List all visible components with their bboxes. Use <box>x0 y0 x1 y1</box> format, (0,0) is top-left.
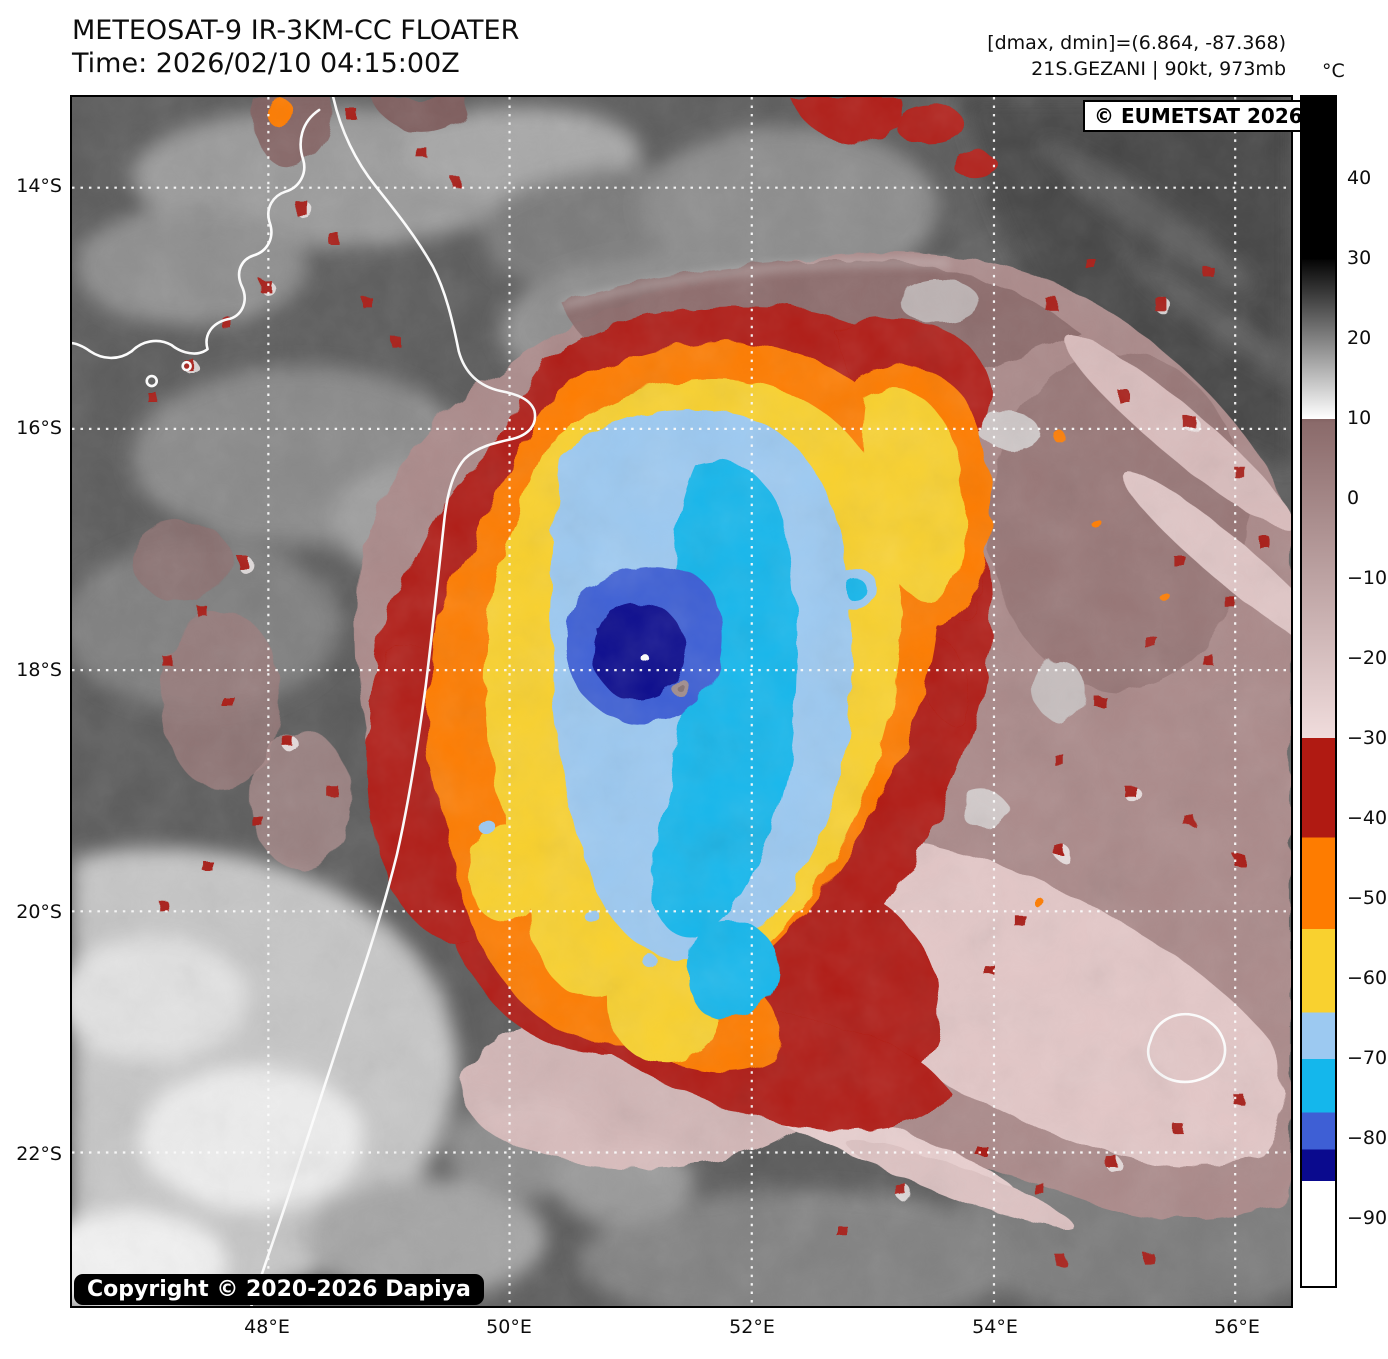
temperature-colorbar <box>1300 95 1337 1288</box>
lon-label-50E: 50°E <box>486 1316 532 1338</box>
lat-label-16S: 16°S <box>16 417 62 439</box>
cbar-tick-40: 40 <box>1347 167 1372 190</box>
lat-label-22S: 22°S <box>16 1143 62 1165</box>
title-block: METEOSAT-9 IR-3KM-CC FLOATER Time: 2026/… <box>72 14 519 80</box>
cbar-tick-20: 20 <box>1347 327 1372 350</box>
cbar-tick-30: 30 <box>1347 247 1372 270</box>
cbar-tick--10: −10 <box>1347 566 1388 589</box>
dmax-dmin-readout: [dmax, dmin]=(6.864, -87.368) <box>987 32 1286 54</box>
cbar-tick--20: −20 <box>1347 646 1388 669</box>
storm-intensity-readout: 21S.GEZANI | 90kt, 973mb <box>1031 58 1286 80</box>
lon-label-52E: 52°E <box>729 1316 775 1338</box>
satellite-image <box>72 97 1291 1306</box>
lon-label-56E: 56°E <box>1214 1316 1260 1338</box>
colorbar-unit-label: °C <box>1322 60 1345 82</box>
eumetsat-attribution-badge: © EUMETSAT 2026 <box>1083 100 1314 132</box>
lat-label-14S: 14°S <box>16 175 62 197</box>
cbar-tick--40: −40 <box>1347 806 1388 829</box>
cbar-tick-0: 0 <box>1347 486 1360 509</box>
product-title: METEOSAT-9 IR-3KM-CC FLOATER <box>72 15 520 46</box>
map-frame <box>70 95 1293 1308</box>
header-right-block: [dmax, dmin]=(6.864, -87.368) 21S.GEZANI… <box>987 30 1286 82</box>
ir-noise-texture <box>72 97 1291 1306</box>
cbar-tick-10: 10 <box>1347 407 1372 430</box>
cbar-tick--30: −30 <box>1347 726 1388 749</box>
lon-label-48E: 48°E <box>244 1316 290 1338</box>
copyright-badge: Copyright © 2020-2026 Dapiya <box>74 1274 484 1305</box>
cbar-tick--50: −50 <box>1347 886 1388 909</box>
cbar-tick--80: −80 <box>1347 1126 1388 1149</box>
lon-label-54E: 54°E <box>972 1316 1018 1338</box>
product-time: Time: 2026/02/10 04:15:00Z <box>72 48 460 79</box>
lat-label-18S: 18°S <box>16 659 62 681</box>
cbar-tick--90: −90 <box>1347 1206 1388 1229</box>
cbar-tick--70: −70 <box>1347 1046 1388 1069</box>
lat-label-20S: 20°S <box>16 901 62 923</box>
cbar-tick--60: −60 <box>1347 966 1388 989</box>
